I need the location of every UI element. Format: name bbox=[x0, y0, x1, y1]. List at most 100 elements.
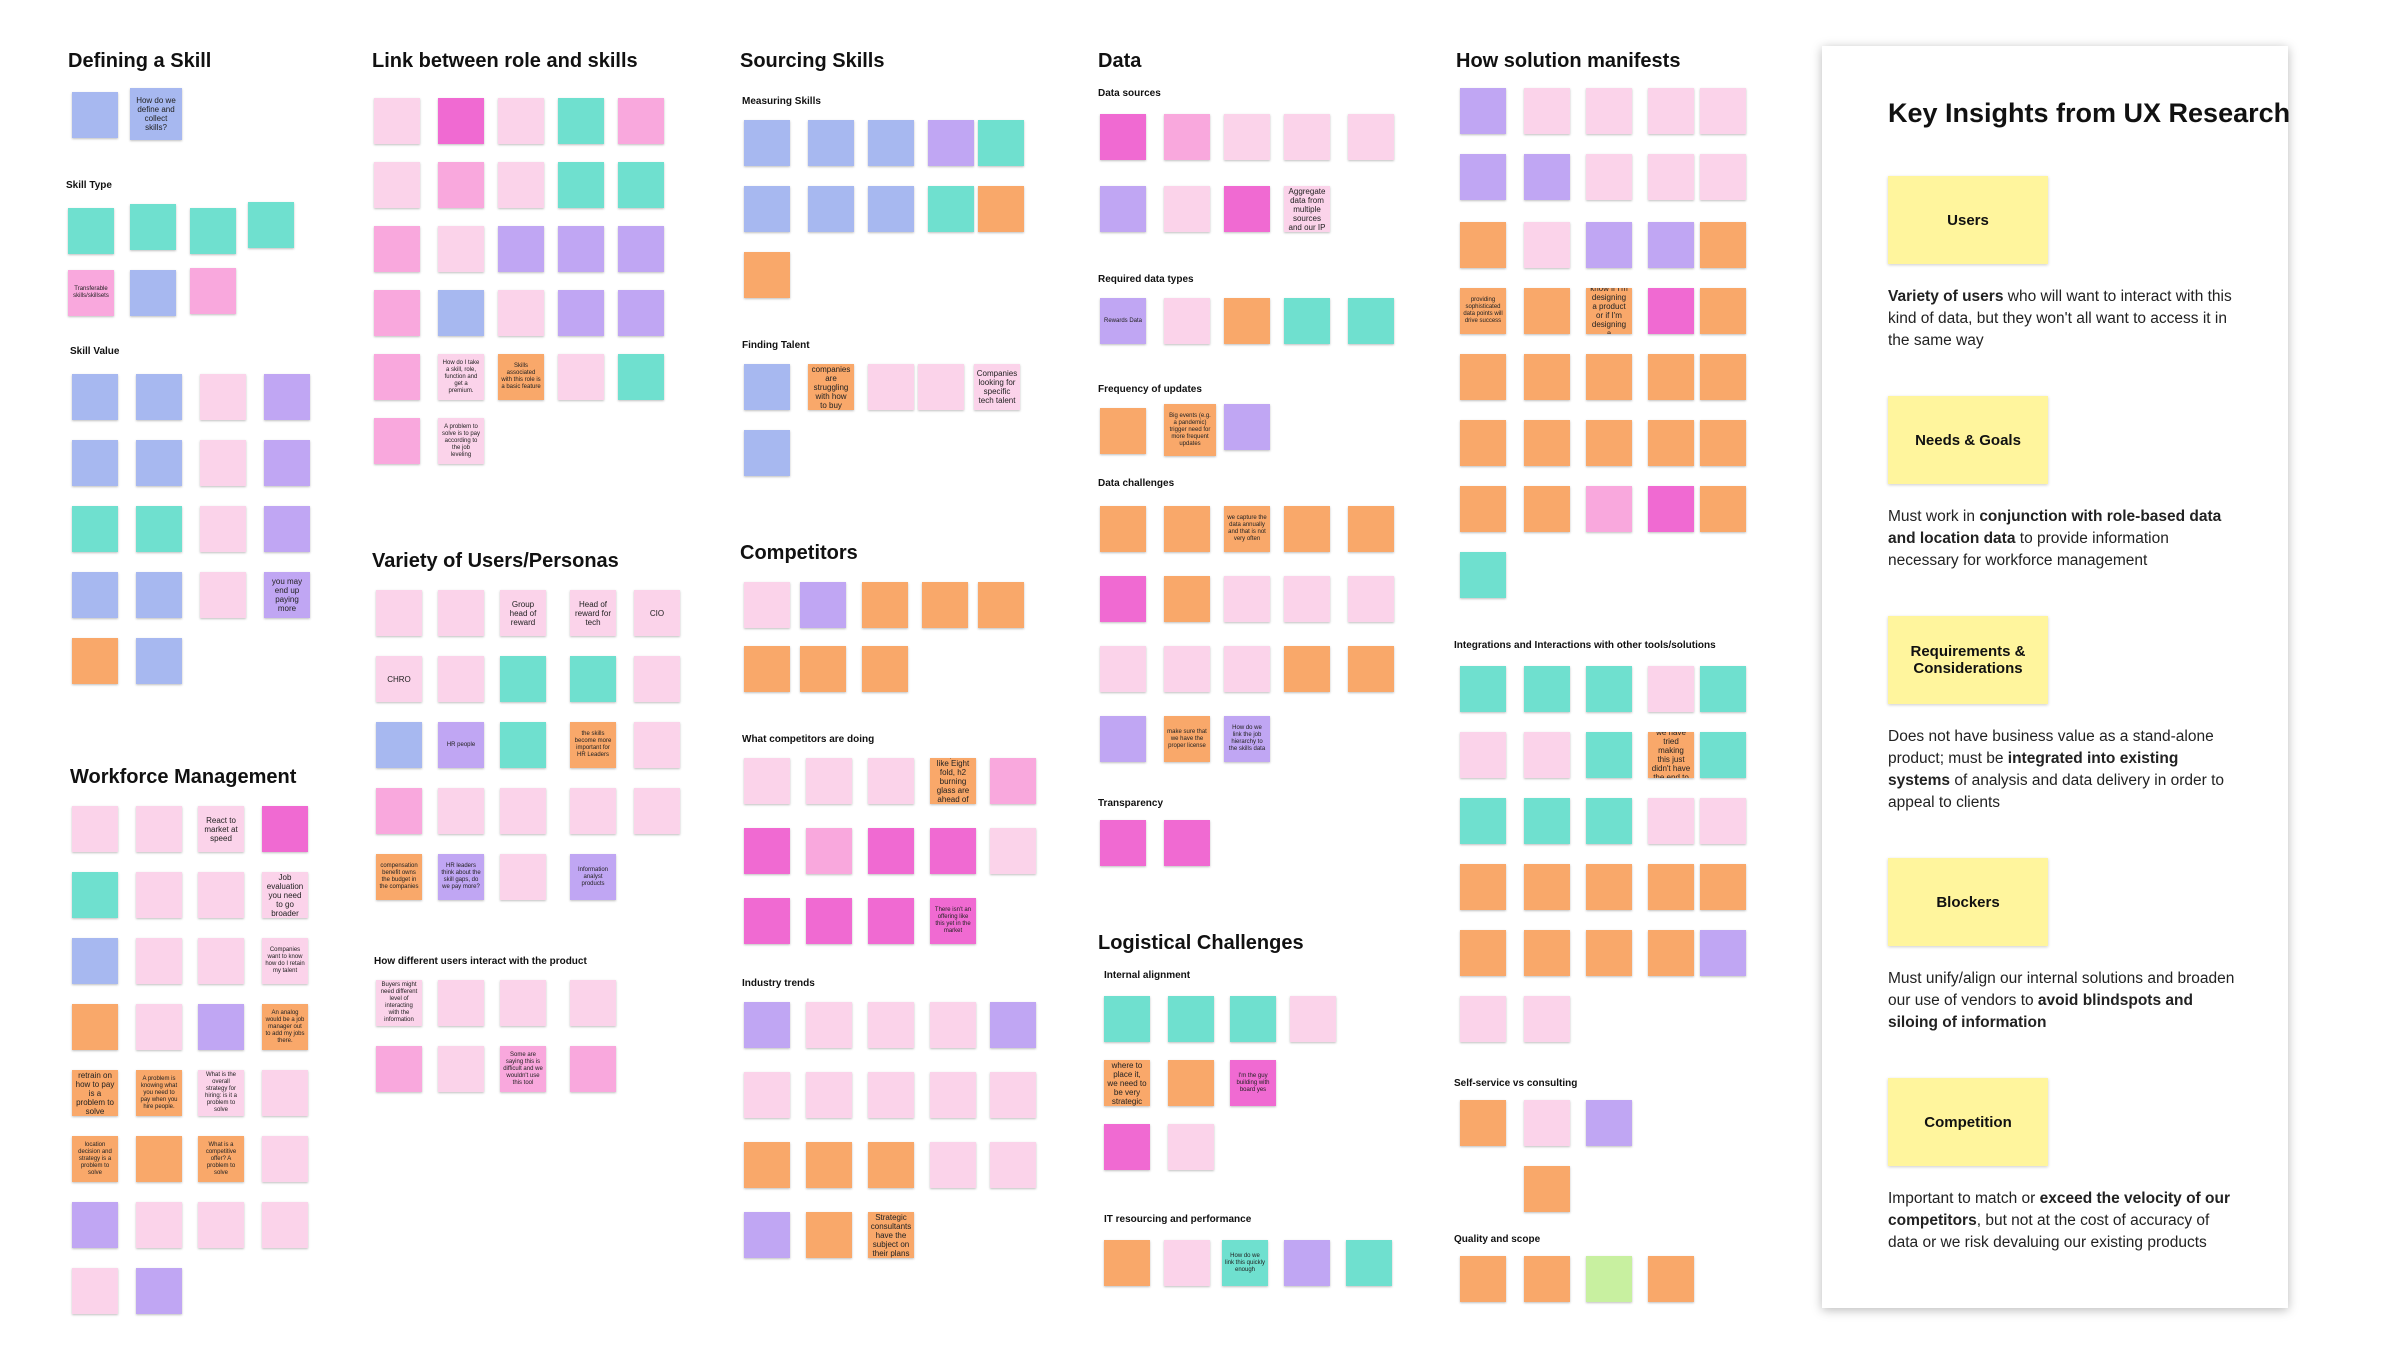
sticky-note[interactable] bbox=[1460, 486, 1506, 532]
sticky-note[interactable] bbox=[744, 252, 790, 298]
sticky-note[interactable] bbox=[930, 1002, 976, 1048]
sticky-note[interactable] bbox=[558, 98, 604, 144]
sticky-note[interactable] bbox=[72, 938, 118, 984]
sticky-note[interactable] bbox=[1460, 798, 1506, 844]
sticky-note[interactable] bbox=[1586, 732, 1632, 778]
sticky-note[interactable]: Job evaluation you need to go broader bbox=[262, 872, 308, 918]
sticky-note[interactable] bbox=[376, 788, 422, 834]
sticky-note[interactable] bbox=[1524, 798, 1570, 844]
sticky-note[interactable]: Companies like Eight fold, h2 burning gl… bbox=[930, 758, 976, 804]
sticky-note[interactable] bbox=[800, 646, 846, 692]
key-insights-panel[interactable]: Key Insights from UX Research Users Vari… bbox=[1822, 46, 2290, 1308]
sticky-note[interactable] bbox=[918, 364, 964, 410]
sticky-note[interactable]: Skills associated with this role is a ba… bbox=[498, 354, 544, 400]
sticky-note[interactable]: Buyers might need different level of int… bbox=[376, 980, 422, 1026]
sticky-note[interactable] bbox=[136, 1136, 182, 1182]
sticky-note[interactable] bbox=[558, 354, 604, 400]
sticky-note[interactable]: CIO bbox=[634, 590, 680, 636]
sticky-note[interactable] bbox=[806, 828, 852, 874]
sticky-note[interactable] bbox=[198, 872, 244, 918]
sticky-note[interactable] bbox=[1700, 486, 1746, 532]
sticky-note[interactable] bbox=[374, 418, 420, 464]
sticky-note[interactable] bbox=[72, 872, 118, 918]
sticky-note[interactable] bbox=[990, 828, 1036, 874]
sticky-note[interactable] bbox=[1700, 420, 1746, 466]
sticky-note[interactable] bbox=[190, 268, 236, 314]
sticky-note[interactable] bbox=[868, 828, 914, 874]
sticky-note[interactable] bbox=[374, 290, 420, 336]
sticky-note[interactable]: What is a competitive offer? A problem t… bbox=[198, 1136, 244, 1182]
sticky-note[interactable] bbox=[1648, 88, 1694, 134]
sticky-note[interactable] bbox=[1284, 1240, 1330, 1286]
sticky-note[interactable]: An analog would be a job manager out to … bbox=[262, 1004, 308, 1050]
sticky-note[interactable] bbox=[1700, 930, 1746, 976]
sticky-note[interactable] bbox=[136, 938, 182, 984]
sticky-note[interactable] bbox=[868, 120, 914, 166]
insight-note-requirements[interactable]: Requirements & Considerations bbox=[1888, 616, 2048, 704]
sticky-note[interactable] bbox=[1164, 1240, 1210, 1286]
sticky-note[interactable] bbox=[744, 1072, 790, 1118]
sticky-note[interactable]: retrain on how to pay is a problem to so… bbox=[72, 1070, 118, 1116]
sticky-note[interactable] bbox=[1224, 298, 1270, 344]
sticky-note[interactable] bbox=[500, 722, 546, 768]
sticky-note[interactable] bbox=[1100, 506, 1146, 552]
sticky-note[interactable] bbox=[978, 582, 1024, 628]
sticky-note[interactable] bbox=[930, 1142, 976, 1188]
sticky-note[interactable] bbox=[806, 1212, 852, 1258]
sticky-note[interactable] bbox=[1346, 1240, 1392, 1286]
sticky-note[interactable] bbox=[1648, 420, 1694, 466]
sticky-note[interactable] bbox=[570, 1046, 616, 1092]
sticky-note[interactable] bbox=[1648, 666, 1694, 712]
sticky-note[interactable] bbox=[806, 758, 852, 804]
sticky-note[interactable] bbox=[1104, 996, 1150, 1042]
sticky-note[interactable] bbox=[136, 572, 182, 618]
sticky-note[interactable]: There isn't an offering like this yet in… bbox=[930, 898, 976, 944]
sticky-note[interactable] bbox=[1104, 1240, 1150, 1286]
insight-note-needs-goals[interactable]: Needs & Goals bbox=[1888, 396, 2048, 484]
sticky-note[interactable] bbox=[498, 162, 544, 208]
sticky-note[interactable]: I don't know if I'm designing a product … bbox=[1586, 288, 1632, 334]
sticky-note[interactable]: A problem to solve is to pay according t… bbox=[438, 418, 484, 464]
sticky-note[interactable] bbox=[72, 638, 118, 684]
sticky-note[interactable] bbox=[1100, 716, 1146, 762]
sticky-note[interactable] bbox=[1524, 420, 1570, 466]
sticky-note[interactable] bbox=[862, 582, 908, 628]
sticky-note[interactable] bbox=[1586, 1100, 1632, 1146]
sticky-note[interactable]: Companies looking for specific tech tale… bbox=[974, 364, 1020, 410]
sticky-note[interactable] bbox=[744, 120, 790, 166]
sticky-note[interactable] bbox=[1460, 996, 1506, 1042]
sticky-note[interactable] bbox=[136, 1004, 182, 1050]
sticky-note[interactable] bbox=[1586, 420, 1632, 466]
sticky-note[interactable] bbox=[1524, 666, 1570, 712]
sticky-note[interactable] bbox=[1168, 996, 1214, 1042]
sticky-note[interactable] bbox=[570, 980, 616, 1026]
sticky-note[interactable]: compensation benefit owns the budget in … bbox=[376, 854, 422, 900]
sticky-note[interactable]: I'm the guy building with board yes bbox=[1230, 1060, 1276, 1106]
sticky-note[interactable] bbox=[130, 270, 176, 316]
sticky-note[interactable]: where to place it, we need to be very st… bbox=[1104, 1060, 1150, 1106]
sticky-note[interactable]: Head of reward for tech bbox=[570, 590, 616, 636]
sticky-note[interactable] bbox=[1224, 576, 1270, 622]
sticky-note[interactable] bbox=[558, 290, 604, 336]
sticky-note[interactable] bbox=[1700, 864, 1746, 910]
sticky-note[interactable]: How do we link this quickly enough bbox=[1222, 1240, 1268, 1286]
sticky-note[interactable] bbox=[1164, 298, 1210, 344]
sticky-note[interactable]: make sure that we have the proper licens… bbox=[1164, 716, 1210, 762]
sticky-note[interactable] bbox=[744, 1212, 790, 1258]
sticky-note[interactable] bbox=[438, 788, 484, 834]
sticky-note[interactable]: Group head of reward bbox=[500, 590, 546, 636]
sticky-note[interactable] bbox=[1586, 798, 1632, 844]
sticky-note[interactable] bbox=[1100, 114, 1146, 160]
sticky-note[interactable] bbox=[1104, 1124, 1150, 1170]
sticky-note[interactable] bbox=[1700, 666, 1746, 712]
sticky-note[interactable] bbox=[1524, 88, 1570, 134]
sticky-note[interactable] bbox=[136, 506, 182, 552]
sticky-note[interactable] bbox=[1648, 1256, 1694, 1302]
sticky-note[interactable] bbox=[744, 582, 790, 628]
sticky-note[interactable] bbox=[136, 440, 182, 486]
sticky-note[interactable] bbox=[1524, 1100, 1570, 1146]
sticky-note[interactable] bbox=[438, 590, 484, 636]
sticky-note[interactable] bbox=[264, 440, 310, 486]
sticky-note[interactable] bbox=[868, 364, 914, 410]
sticky-note[interactable] bbox=[868, 898, 914, 944]
